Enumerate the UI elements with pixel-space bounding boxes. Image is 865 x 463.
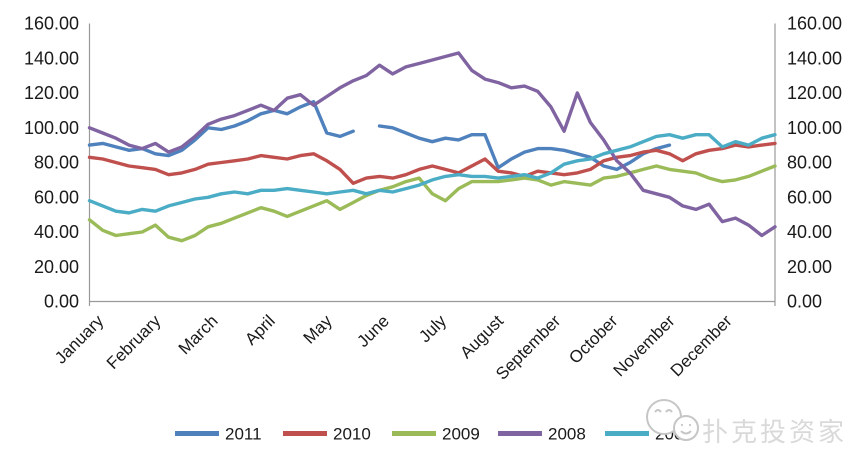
watermark-text: 扑克投资家: [702, 417, 847, 447]
legend-item-2008: 2008: [498, 425, 586, 444]
legend-item-2009: 2009: [392, 425, 480, 444]
y-tick-label-right: 120.00: [787, 83, 842, 103]
legend-item-2011: 2011: [175, 425, 262, 444]
legend-label-2010: 2010: [333, 425, 371, 444]
y-tick-label-left: 80.00: [34, 153, 79, 173]
x-month-label: October: [565, 311, 621, 367]
x-month-label: August: [456, 311, 507, 362]
x-month-label: June: [353, 311, 393, 351]
x-month-label: March: [175, 311, 222, 358]
y-tick-label-right: 40.00: [787, 222, 832, 242]
y-tick-label-right: 160.00: [787, 14, 842, 34]
y-tick-label-left: 40.00: [34, 222, 79, 242]
series-line-2010: [87, 141, 777, 185]
y-tick-label-right: 100.00: [787, 118, 842, 138]
y-tick-label-left: 60.00: [34, 187, 79, 207]
y-tick-label-left: 100.00: [24, 118, 79, 138]
x-month-label: April: [241, 311, 278, 348]
y-tick-label-left: 0.00: [44, 292, 79, 312]
legend: 2011 2010 2009 2008 2007: [175, 425, 693, 444]
y-tick-label-left: 160.00: [24, 14, 79, 34]
series-line-2009: [87, 164, 777, 243]
y-tick-label-right: 80.00: [787, 153, 832, 173]
y-tick-label-right: 60.00: [787, 187, 832, 207]
legend-label-2009: 2009: [442, 425, 480, 444]
y-tick-label-left: 20.00: [34, 257, 79, 277]
watermark-face-icon: [646, 399, 699, 441]
y-tick-label-right: 20.00: [787, 257, 832, 277]
legend-item-2010: 2010: [283, 425, 371, 444]
x-month-label: December: [667, 311, 736, 380]
y-axis-labels: 0.00 0.00 20.00 20.00 40.00 40.00 60.00 60.00 80…: [24, 14, 842, 312]
legend-label-2011: 2011: [225, 425, 262, 444]
y-tick-label-left: 140.00: [24, 48, 79, 68]
legend-label-2008: 2008: [548, 425, 586, 444]
x-month-label: July: [415, 311, 450, 346]
y-tick-label-left: 120.00: [24, 83, 79, 103]
series-line-2008: [87, 51, 777, 238]
watermark: 扑克投资家: [646, 399, 847, 447]
y-tick-label-right: 140.00: [787, 48, 842, 68]
x-month-label: January: [51, 311, 108, 368]
x-month-label: May: [300, 311, 336, 347]
x-month-label: February: [103, 311, 165, 373]
plot-area: [87, 51, 777, 243]
x-month-label: November: [610, 311, 679, 380]
series-line-2007: [87, 133, 777, 215]
y-tick-label-right: 0.00: [787, 292, 822, 312]
